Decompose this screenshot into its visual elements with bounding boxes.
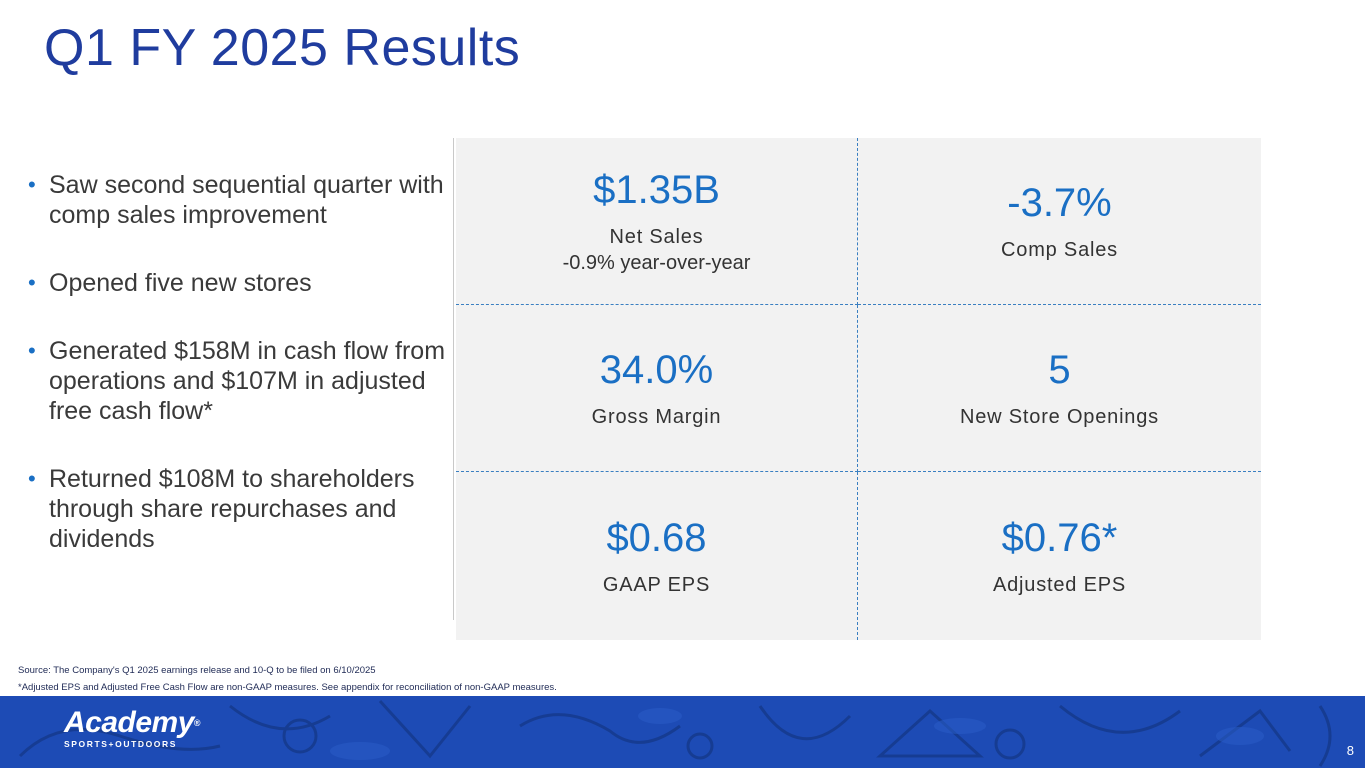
metric-value: $0.68 <box>606 516 707 560</box>
bullet-icon: • <box>28 338 36 363</box>
bullet-item: • Saw second sequential quarter with comp… <box>28 170 448 230</box>
bullet-item: • Returned $108M to shareholders through … <box>28 464 448 554</box>
bullet-icon: • <box>28 466 36 491</box>
footer-banner: Academy® SPORTS+OUTDOORS 8 <box>0 696 1365 768</box>
bullet-text: Generated $158M in cash flow from operat… <box>49 337 446 425</box>
bullet-text: Saw second sequential quarter with comp … <box>49 171 444 229</box>
slide-title: Q1 FY 2025 Results <box>44 19 521 77</box>
metric-label: Comp Sales <box>1001 239 1118 261</box>
source-note: Source: The Company's Q1 2025 earnings r… <box>18 665 376 676</box>
metric-net-sales: $1.35B Net Sales -0.9% year-over-year <box>456 138 858 305</box>
metric-value: $0.76* <box>1001 516 1118 560</box>
highlights-list: • Saw second sequential quarter with comp… <box>28 170 448 592</box>
bullet-icon: • <box>28 270 36 295</box>
metric-gaap-eps: $0.68 GAAP EPS <box>456 472 858 640</box>
metric-label: New Store Openings <box>960 406 1159 428</box>
metrics-grid: $1.35B Net Sales -0.9% year-over-year -3… <box>456 138 1261 640</box>
metric-value: 34.0% <box>599 348 714 392</box>
bullet-text: Returned $108M to shareholders through s… <box>49 465 415 553</box>
metric-gross-margin: 34.0% Gross Margin <box>456 305 858 472</box>
metric-adjusted-eps: $0.76* Adjusted EPS <box>858 472 1261 640</box>
bullet-text: Opened five new stores <box>49 269 312 297</box>
metric-label: Gross Margin <box>591 406 722 428</box>
logo-wordmark: Academy® <box>64 706 201 739</box>
bullet-item: • Generated $158M in cash flow from opera… <box>28 336 448 426</box>
metric-label: GAAP EPS <box>602 574 711 596</box>
bullet-item: • Opened five new stores <box>28 268 448 298</box>
metric-new-stores: 5 New Store Openings <box>858 305 1261 472</box>
footnotes: Source: The Company's Q1 2025 earnings r… <box>18 662 557 696</box>
metric-value: -3.7% <box>1007 181 1112 225</box>
metric-value: 5 <box>1048 348 1071 392</box>
vertical-divider <box>453 138 454 620</box>
metric-value: $1.35B <box>593 168 720 212</box>
page-number: 8 <box>1346 743 1354 758</box>
academy-logo: Academy® SPORTS+OUTDOORS <box>64 706 201 750</box>
logo-tagline: SPORTS+OUTDOORS <box>64 739 178 749</box>
non-gaap-note: *Adjusted EPS and Adjusted Free Cash Flo… <box>18 682 557 693</box>
outdoor-pattern-illustration <box>18 699 1332 767</box>
metric-comp-sales: -3.7% Comp Sales <box>858 138 1261 305</box>
metric-label: Net Sales <box>609 226 704 248</box>
bullet-icon: • <box>28 172 36 197</box>
metric-sublabel: -0.9% year-over-year <box>562 252 751 274</box>
metric-label: Adjusted EPS <box>992 574 1126 596</box>
